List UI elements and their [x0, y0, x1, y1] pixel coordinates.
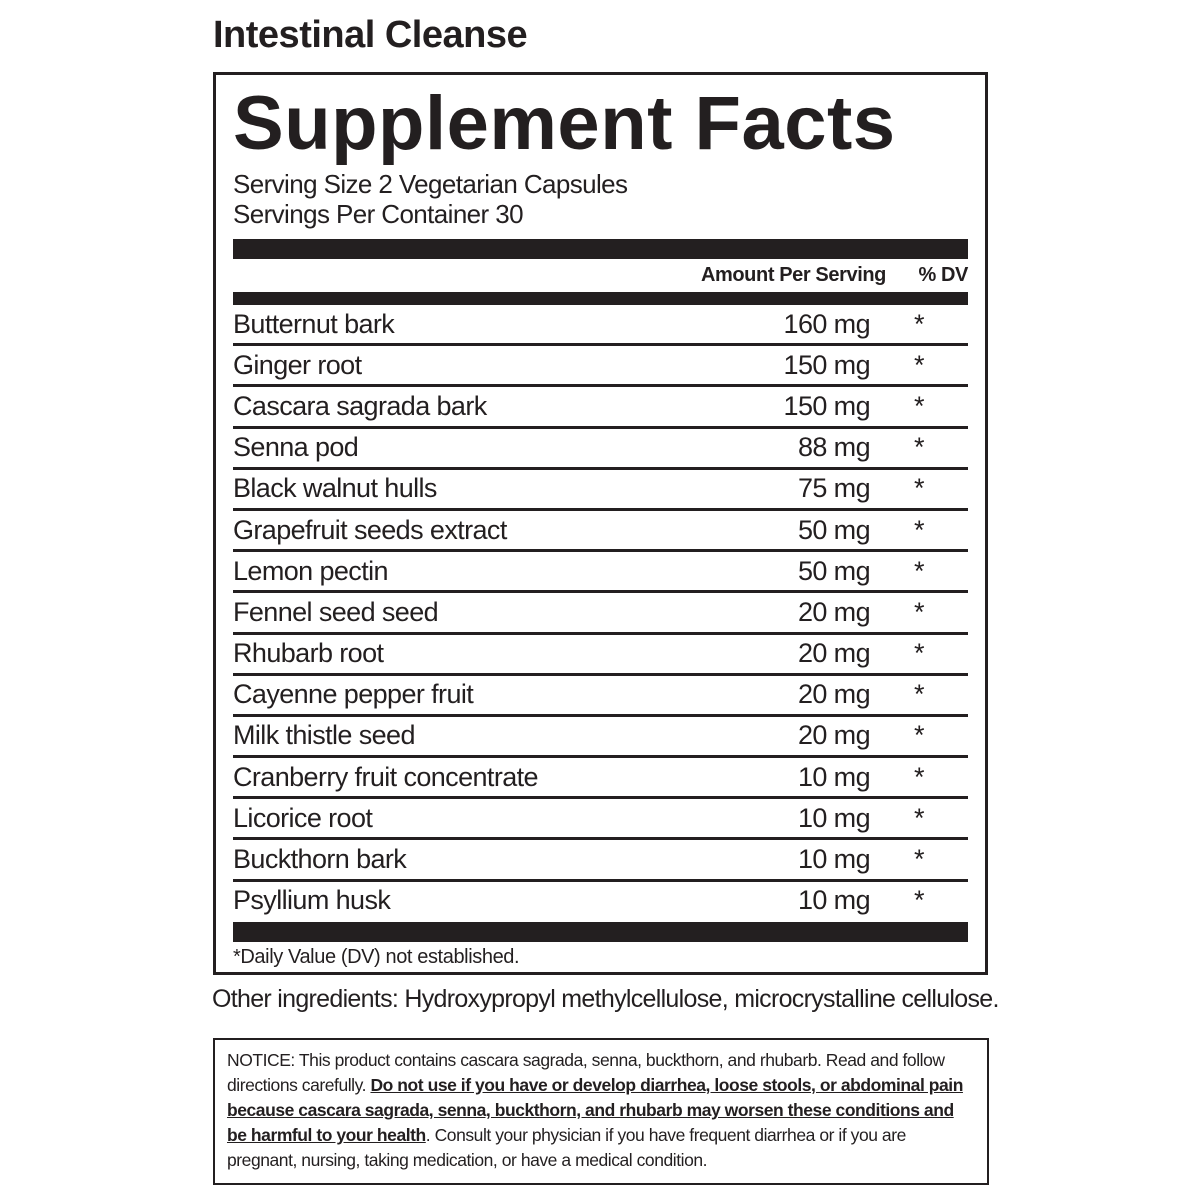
ingredient-amount: 10 mg: [797, 761, 871, 792]
ingredient-amount: 150 mg: [783, 390, 871, 421]
ingredient-name: Ginger root: [233, 349, 362, 380]
ingredient-dv: *: [914, 473, 925, 504]
ingredient-dv: *: [914, 349, 925, 380]
ingredient-name: Senna pod: [233, 432, 359, 463]
ingredient-row: Black walnut hulls 75 mg *: [233, 470, 968, 511]
ingredient-amount: 160 mg: [783, 308, 871, 339]
ingredient-dv: *: [914, 802, 925, 833]
ingredient-row: Ginger root 150 mg *: [233, 346, 968, 388]
ingredient-row: Senna pod 88 mg *: [233, 429, 968, 470]
ingredient-list: Butternut bark 160 mg * Ginger root 150 mg * C…: [233, 305, 968, 920]
ingredient-amount: 20 mg: [797, 720, 871, 751]
ingredient-amount: 20 mg: [797, 679, 871, 710]
divider-bar: [233, 239, 968, 259]
ingredient-row: Licorice root 10 mg *: [233, 799, 968, 841]
notice-rest: . Consult your physician if you have fre…: [227, 1125, 906, 1170]
facts-inner: Supplement Facts Serving Size 2 Vegetari…: [233, 75, 968, 969]
ingredient-amount: 10 mg: [797, 802, 871, 833]
servings-per-container: Servings Per Container 30: [233, 199, 524, 229]
footnote: *Daily Value (DV) not established.: [233, 945, 520, 968]
facts-heading: Supplement Facts: [233, 81, 896, 166]
ingredient-name: Cayenne pepper fruit: [233, 679, 474, 710]
ingredient-row: Cascara sagrada bark 150 mg *: [233, 387, 968, 429]
divider-bar: [233, 921, 968, 942]
ingredient-name: Lemon pectin: [233, 555, 389, 586]
ingredient-dv: *: [914, 432, 925, 463]
ingredient-amount: 150 mg: [783, 349, 871, 380]
other-ingredients: Other ingredients: Hydroxypropyl methylc…: [212, 985, 999, 1013]
ingredient-amount: 75 mg: [797, 473, 871, 504]
ingredient-row: Fennel seed seed 20 mg *: [233, 593, 968, 635]
ingredient-amount: 50 mg: [797, 555, 871, 586]
ingredient-row: Lemon pectin 50 mg *: [233, 552, 968, 594]
notice-intro: NOTICE: This product contains cascara sa…: [227, 1050, 945, 1095]
ingredient-name: Black walnut hulls: [233, 473, 437, 504]
product-title: Intestinal Cleanse: [213, 14, 528, 56]
ingredient-name: Cranberry fruit concentrate: [233, 761, 539, 792]
ingredient-dv: *: [914, 720, 925, 751]
notice-warning: Do not use if you have or develop diarrh…: [227, 1075, 963, 1145]
ingredient-amount: 10 mg: [797, 885, 871, 916]
ingredient-dv: *: [914, 844, 925, 875]
ingredient-dv: *: [914, 761, 925, 792]
notice-box: NOTICE: This product contains cascara sa…: [213, 1038, 989, 1185]
dv-header: % DV: [918, 264, 968, 286]
ingredient-row: Grapefruit seeds extract 50 mg *: [233, 511, 968, 553]
facts-panel: Supplement Facts Serving Size 2 Vegetari…: [213, 72, 988, 975]
ingredient-name: Fennel seed seed: [233, 596, 439, 627]
ingredient-name: Rhubarb root: [233, 638, 384, 669]
ingredient-name: Cascara sagrada bark: [233, 390, 487, 421]
ingredient-row: Milk thistle seed 20 mg *: [233, 717, 968, 759]
ingredient-amount: 20 mg: [797, 596, 871, 627]
ingredient-amount: 10 mg: [797, 844, 871, 875]
ingredient-row: Rhubarb root 20 mg *: [233, 635, 968, 676]
ingredient-amount: 20 mg: [797, 638, 871, 669]
ingredient-name: Licorice root: [233, 802, 373, 833]
amount-header: Amount Per Serving: [700, 264, 886, 286]
ingredient-row: Cayenne pepper fruit 20 mg *: [233, 676, 968, 717]
ingredient-row: Buckthorn bark 10 mg *: [233, 840, 968, 882]
ingredient-dv: *: [914, 514, 925, 545]
ingredient-name: Psyllium husk: [233, 885, 391, 916]
ingredient-dv: *: [914, 679, 925, 710]
ingredient-row: Cranberry fruit concentrate 10 mg *: [233, 758, 968, 800]
ingredient-row: Butternut bark 160 mg *: [233, 305, 968, 347]
ingredient-amount: 50 mg: [797, 514, 871, 545]
ingredient-dv: *: [914, 638, 925, 669]
column-header: Amount Per Serving % DV: [233, 259, 968, 292]
ingredient-amount: 88 mg: [797, 432, 871, 463]
ingredient-dv: *: [914, 308, 925, 339]
ingredient-dv: *: [914, 885, 925, 916]
ingredient-name: Milk thistle seed: [233, 720, 415, 751]
ingredient-name: Grapefruit seeds extract: [233, 514, 507, 545]
ingredient-row: Psyllium husk 10 mg *: [233, 882, 968, 920]
ingredient-name: Buckthorn bark: [233, 844, 407, 875]
ingredient-name: Butternut bark: [233, 308, 395, 339]
ingredient-dv: *: [914, 390, 925, 421]
divider-bar: [233, 292, 968, 305]
ingredient-dv: *: [914, 596, 925, 627]
serving-size: Serving Size 2 Vegetarian Capsules: [233, 169, 628, 199]
ingredient-dv: *: [914, 555, 925, 586]
